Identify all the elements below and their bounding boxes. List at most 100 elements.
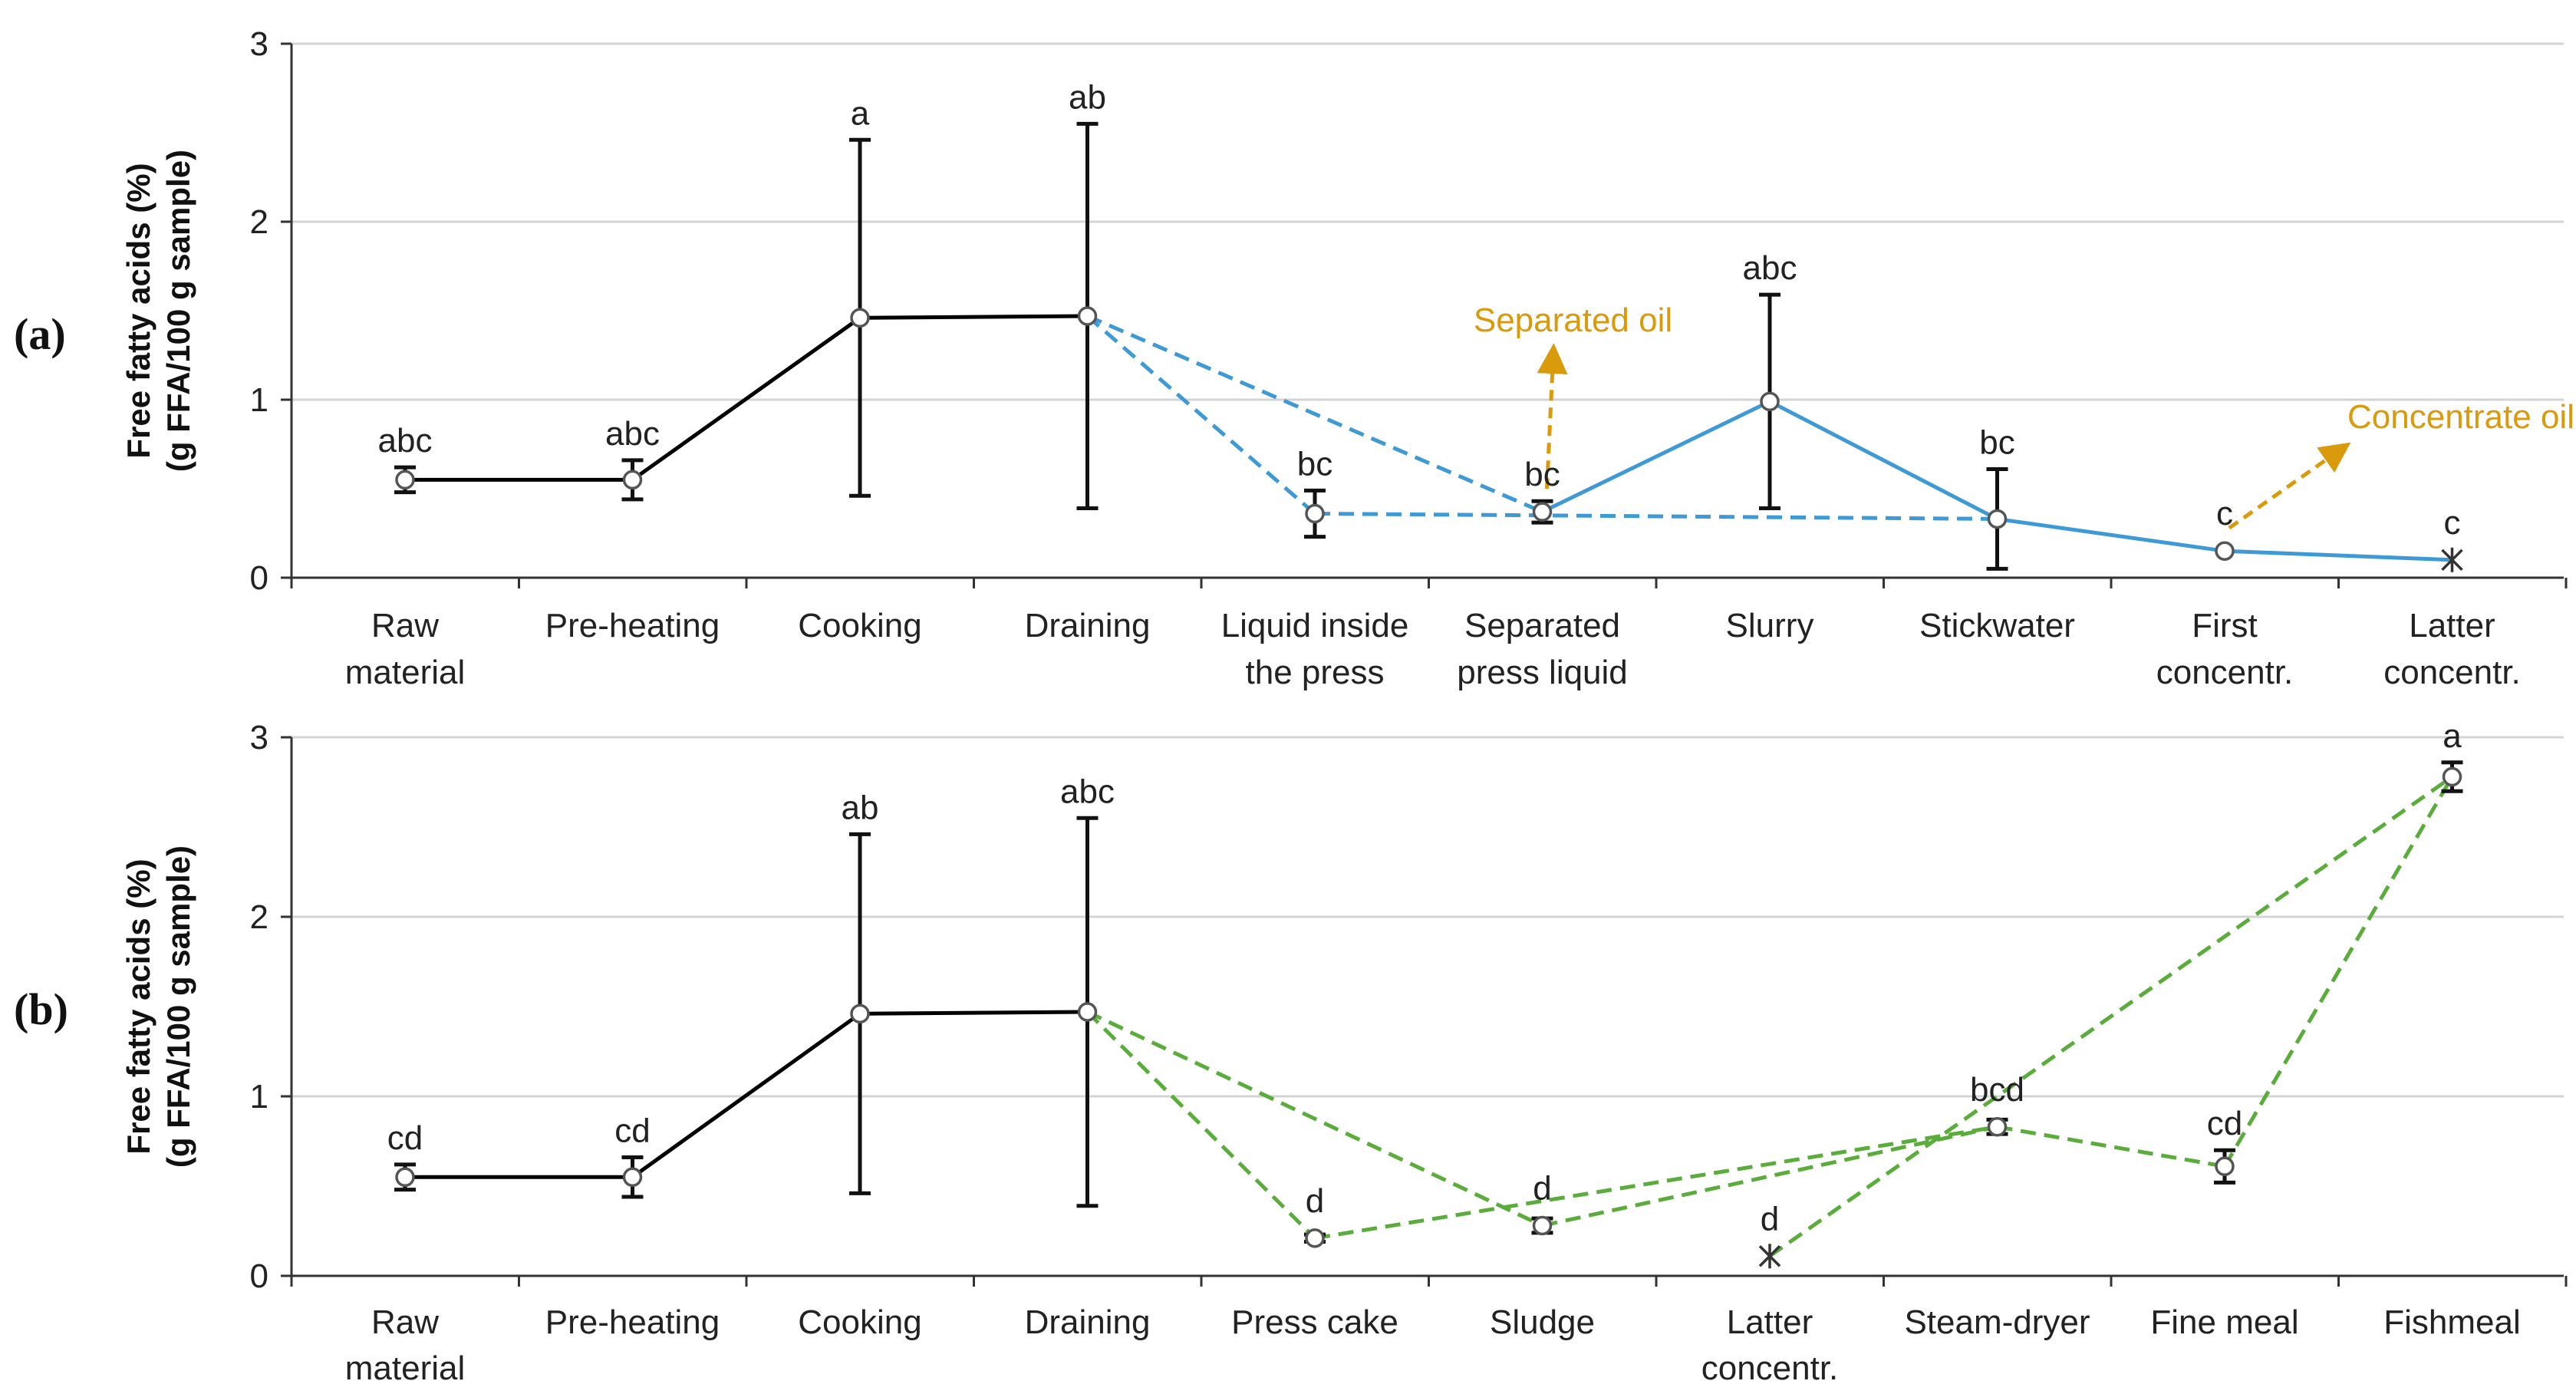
series-line-segment <box>1768 400 1998 521</box>
data-point <box>2215 541 2235 561</box>
y-tick-label: 2 <box>250 898 268 936</box>
series-line-segment <box>1541 1125 1998 1228</box>
significance-label: bc <box>1979 423 2014 461</box>
x-tick-label: material <box>345 654 466 691</box>
x-tick-label: Latter <box>2409 607 2495 644</box>
x-tick-label: Stickwater <box>1919 607 2075 644</box>
significance-label: cd <box>2207 1105 2242 1142</box>
annotation-label: Separated oil <box>1474 302 1672 339</box>
series-line-segment <box>2222 776 2454 1168</box>
series-line-segment <box>1086 1010 1543 1228</box>
x-tick-label: Raw <box>371 607 439 644</box>
panel-b: 0 1 2 3 Raw material Pre-heating Cooking Drainin… <box>14 717 2568 1387</box>
x-tick-label: Raw <box>371 1303 439 1341</box>
series-line-segment <box>1768 775 2453 1258</box>
y-tick-label: 3 <box>250 25 268 63</box>
x-tick-label: Steam-dryer <box>1904 1303 2090 1341</box>
y-axis-title: (g FFA/100 g sample) <box>160 845 196 1168</box>
y-tick-label: 1 <box>250 1078 268 1116</box>
significance-label: bc <box>1524 456 1560 493</box>
significance-label: bc <box>1297 445 1332 483</box>
significance-label: d <box>1306 1182 1324 1220</box>
panel-label: (b) <box>14 984 68 1034</box>
data-point <box>1987 1117 2008 1137</box>
data-point <box>1760 391 1780 412</box>
significance-label: a <box>851 94 870 132</box>
x-tick-label: Pre-heating <box>545 607 720 644</box>
data-point <box>395 470 415 490</box>
y-axis-title: Free fatty acids (%) <box>120 858 156 1154</box>
series-line-segment <box>1086 314 1543 514</box>
data-point <box>395 1167 415 1188</box>
x-tick-label: Sludge <box>1490 1303 1595 1341</box>
x-tick-label: Pre-heating <box>545 1303 720 1341</box>
series-line-segment <box>1314 511 1998 521</box>
x-tick-label: Latter <box>1727 1303 1813 1341</box>
significance-label: d <box>1761 1200 1779 1237</box>
significance-label: a <box>2443 717 2462 755</box>
data-point <box>1987 509 2008 529</box>
data-point <box>850 1003 870 1024</box>
data-point <box>1077 1002 1098 1022</box>
significance-label: cd <box>614 1112 650 1150</box>
x-tick-label: the press <box>1246 654 1385 691</box>
data-point <box>1077 306 1098 326</box>
significance-label: c <box>2216 495 2233 532</box>
x-tick-label: press liquid <box>1457 654 1628 691</box>
significance-label: abc <box>1060 773 1115 810</box>
significance-label: c <box>2444 504 2461 542</box>
panel-a: 0 1 2 3 Raw material Pre-heating Cooking Drainin… <box>14 25 2574 691</box>
series-line-segment <box>859 1010 1088 1016</box>
significance-label: abc <box>1743 249 1797 287</box>
x-tick-label: Draining <box>1025 607 1151 644</box>
significance-label: abc <box>605 415 660 453</box>
data-point <box>622 1167 643 1188</box>
data-point <box>1305 503 1325 524</box>
data-point <box>1532 1215 1553 1236</box>
x-tick-label: concentr. <box>1701 1350 1839 1387</box>
annotation-arrow <box>1537 343 1568 489</box>
y-tick-label: 3 <box>250 719 268 756</box>
series-line-segment <box>1314 1125 1998 1241</box>
y-tick-label: 0 <box>250 559 268 597</box>
significance-label: d <box>1533 1169 1551 1207</box>
series-line-segment <box>1997 1125 2225 1168</box>
x-tick-label: Draining <box>1025 1303 1151 1341</box>
series-line-segment <box>1997 516 2225 553</box>
y-tick-label: 2 <box>250 203 268 241</box>
data-point <box>1532 502 1553 522</box>
y-tick-label: 0 <box>250 1257 268 1295</box>
data-point <box>2442 766 2462 787</box>
x-tick-label: concentr. <box>2156 654 2294 691</box>
x-tick-label: Fine meal <box>2150 1303 2298 1341</box>
significance-label: bcd <box>1970 1071 2024 1109</box>
series-line-segment <box>1085 1010 1316 1240</box>
y-axis-title: (g FFA/100 g sample) <box>160 150 196 472</box>
series-line-segment <box>1085 315 1316 516</box>
x-tick-label: First <box>2192 607 2258 644</box>
series-line-segment <box>2224 549 2452 562</box>
y-axis-title: Free fatty acids (%) <box>120 163 156 458</box>
x-tick-label: Slurry <box>1726 607 1814 644</box>
panel-label: (a) <box>14 309 66 359</box>
x-tick-label: Liquid inside <box>1221 607 1409 644</box>
series-line-segment <box>631 1012 861 1179</box>
significance-label: ab <box>1069 78 1106 116</box>
x-tick-label: Cooking <box>798 607 921 644</box>
series-line-segment <box>1541 400 1771 514</box>
significance-label: ab <box>842 789 879 826</box>
data-point <box>2215 1156 2235 1177</box>
annotation-label: Concentrate oil <box>2347 398 2574 436</box>
significance-label: cd <box>387 1119 423 1157</box>
series-line-segment <box>631 316 861 482</box>
data-point <box>622 470 643 490</box>
data-point <box>850 308 870 328</box>
x-tick-label: Fishmeal <box>2383 1303 2521 1341</box>
data-point <box>1305 1228 1325 1248</box>
x-tick-label: concentr. <box>2383 654 2521 691</box>
x-tick-label: Separated <box>1464 607 1620 644</box>
significance-label: abc <box>378 422 433 460</box>
y-tick-label: 1 <box>250 381 268 419</box>
annotation-arrow <box>2228 442 2351 530</box>
